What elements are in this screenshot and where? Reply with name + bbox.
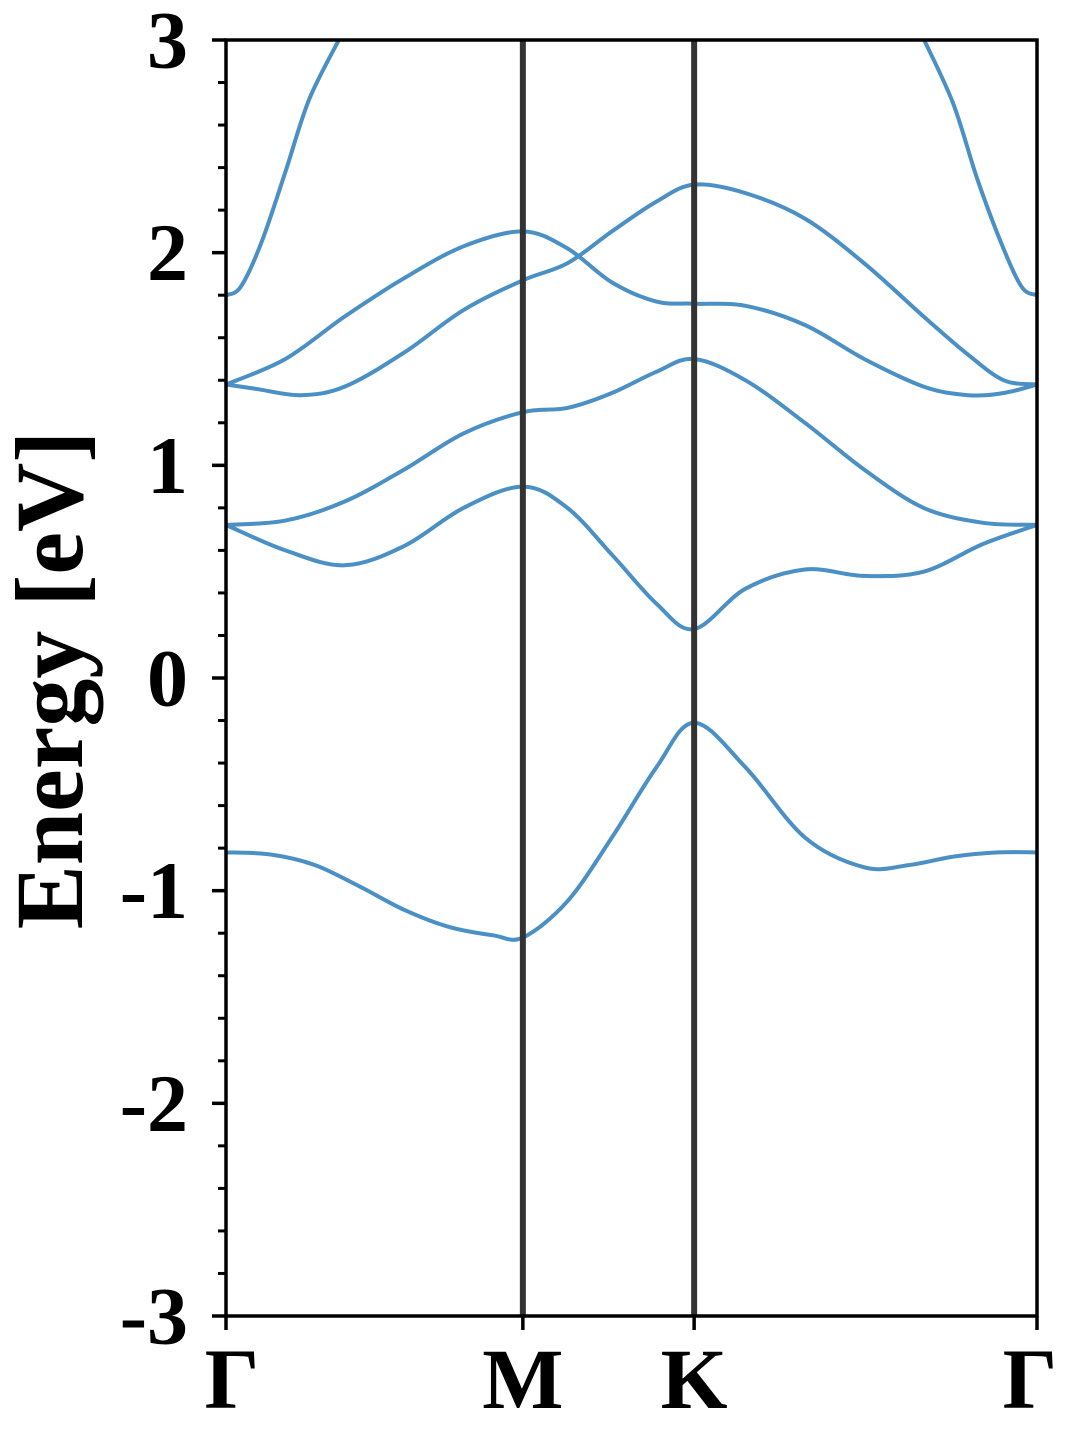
ytick-label: 3 — [147, 0, 188, 86]
ytick-label: 0 — [147, 633, 188, 724]
plot-frame — [224, 38, 1039, 1318]
ytick-label: -3 — [120, 1271, 188, 1362]
band-line-6 — [226, 40, 341, 298]
xtick-label: M — [482, 1331, 563, 1427]
xtick-label: Γ — [1003, 1331, 1058, 1427]
y-axis-ticks — [212, 38, 1039, 1330]
kpoint-dividers — [519, 40, 698, 1316]
ytick-label: 1 — [147, 420, 188, 511]
xtick-label: K — [661, 1331, 728, 1427]
ytick-label: -1 — [120, 845, 188, 936]
y-axis-label: Energy [eV] — [0, 431, 103, 930]
ytick-label: -2 — [120, 1058, 188, 1149]
band-line-5 — [226, 229, 1037, 398]
band-line-1 — [226, 720, 1037, 942]
ytick-label: 2 — [147, 207, 188, 298]
band-line-3 — [226, 356, 1037, 527]
y-tick-labels: -3 -2 -1 0 1 2 3 — [120, 0, 188, 1362]
band-line-7 — [922, 40, 1037, 298]
xtick-label: Γ — [205, 1331, 260, 1427]
band-lines — [226, 40, 1037, 942]
band-line-4 — [226, 182, 1037, 398]
band-line-2 — [226, 484, 1037, 632]
